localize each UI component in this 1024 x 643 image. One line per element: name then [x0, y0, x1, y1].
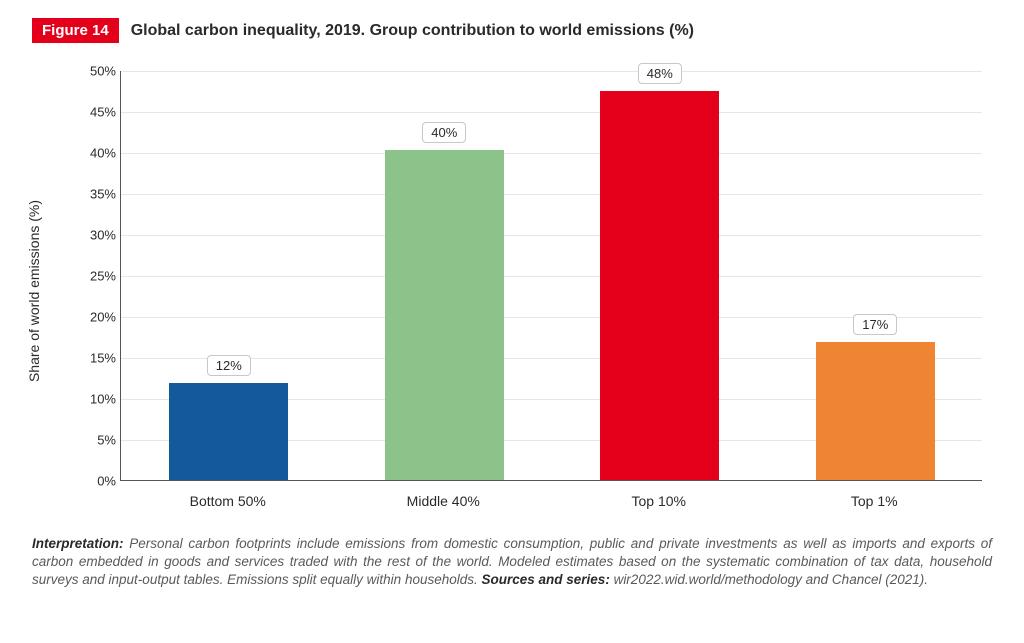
- x-tick-label: Top 1%: [851, 493, 898, 509]
- bar-value-label: 17%: [853, 314, 897, 335]
- y-tick-label: 45%: [82, 105, 116, 120]
- y-tick-label: 15%: [82, 351, 116, 366]
- y-tick-label: 40%: [82, 146, 116, 161]
- bar-value-label: 40%: [422, 122, 466, 143]
- x-tick-label: Middle 40%: [407, 493, 480, 509]
- plot-area: 12%40%48%17%: [120, 71, 982, 481]
- bar: [600, 91, 719, 481]
- x-tick-label: Bottom 50%: [190, 493, 266, 509]
- figure-title: Global carbon inequality, 2019. Group co…: [131, 22, 694, 40]
- bar: [169, 383, 288, 480]
- x-tick-label: Top 10%: [632, 493, 686, 509]
- y-tick-label: 5%: [82, 433, 116, 448]
- y-tick-label: 0%: [82, 474, 116, 489]
- bar-value-label: 48%: [638, 63, 682, 84]
- y-tick-label: 20%: [82, 310, 116, 325]
- y-tick-label: 10%: [82, 392, 116, 407]
- chart-container: Share of world emissions (%) 12%40%48%17…: [42, 61, 982, 521]
- figure-header: Figure 14 Global carbon inequality, 2019…: [32, 18, 992, 43]
- bar-value-label: 12%: [207, 355, 251, 376]
- figure-badge: Figure 14: [32, 18, 119, 43]
- bar: [385, 150, 504, 480]
- figure-caption: Interpretation: Personal carbon footprin…: [32, 535, 992, 590]
- bar: [816, 342, 935, 480]
- sources-lead: Sources and series:: [482, 572, 610, 587]
- gridline: [121, 235, 982, 236]
- gridline: [121, 194, 982, 195]
- y-tick-label: 30%: [82, 228, 116, 243]
- caption-lead: Interpretation:: [32, 536, 124, 551]
- gridline: [121, 112, 982, 113]
- y-tick-label: 25%: [82, 269, 116, 284]
- y-tick-label: 50%: [82, 64, 116, 79]
- y-axis-label: Share of world emissions (%): [26, 200, 42, 382]
- gridline: [121, 276, 982, 277]
- y-tick-label: 35%: [82, 187, 116, 202]
- gridline: [121, 153, 982, 154]
- sources-body: wir2022.wid.world/methodology and Chance…: [610, 572, 928, 587]
- gridline: [121, 71, 982, 72]
